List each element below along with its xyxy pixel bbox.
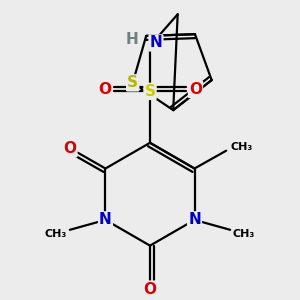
Text: O: O	[63, 141, 76, 156]
Text: O: O	[189, 82, 202, 97]
Text: H: H	[126, 32, 139, 47]
Text: S: S	[127, 75, 138, 90]
Text: S: S	[145, 84, 155, 99]
Text: CH₃: CH₃	[231, 142, 253, 152]
Text: CH₃: CH₃	[45, 229, 67, 239]
Text: N: N	[99, 212, 112, 227]
Text: O: O	[143, 282, 157, 297]
Text: CH₃: CH₃	[233, 229, 255, 239]
Text: O: O	[98, 82, 111, 97]
Text: N: N	[150, 35, 162, 50]
Text: N: N	[188, 212, 201, 227]
